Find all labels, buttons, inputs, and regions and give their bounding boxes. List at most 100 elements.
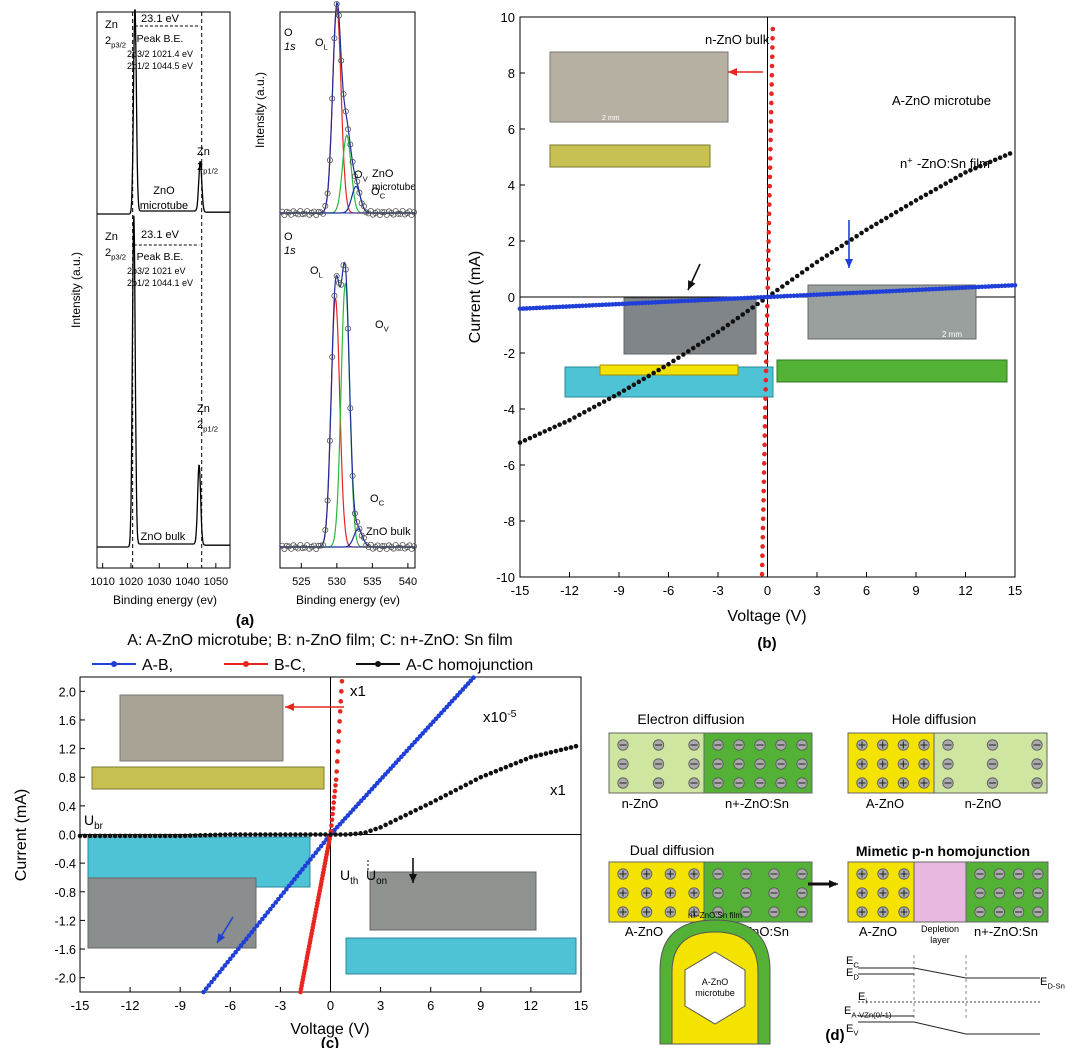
- b-nplus-point: [771, 294, 777, 299]
- b-azno-point: [651, 370, 656, 376]
- c-ab-point: [252, 926, 257, 932]
- c-label-x1-black: x1: [550, 782, 566, 799]
- c-ac-point: [87, 833, 93, 839]
- b-nzno-point: [769, 91, 774, 97]
- c-title: A: A-ZnO microtube; B: n-ZnO film; C: n+…: [127, 632, 512, 649]
- c-ab-point: [257, 920, 262, 925]
- zn-top-sample-1: ZnO: [153, 185, 175, 197]
- b-nplus-point: [785, 293, 790, 299]
- o1s-microtube-data-point: [340, 91, 347, 98]
- b-nzno-point: [766, 239, 771, 244]
- o1s-microtube-data-point: [347, 141, 354, 148]
- b-azno-point: [591, 404, 597, 410]
- b-nplus-point: [1002, 283, 1008, 289]
- b-azno-point: [601, 399, 607, 404]
- c-ac-point: [418, 805, 423, 811]
- o1s-xtick-label: 530: [328, 576, 346, 588]
- zn-xtick-label: 1040: [175, 576, 199, 588]
- b-nplus-point: [973, 284, 978, 290]
- b-azno-point: [532, 433, 538, 439]
- o1s-top-ol: OL: [315, 37, 329, 51]
- b-nplus-point: [524, 306, 529, 311]
- b-azno-point: [963, 170, 968, 175]
- c-ac-point: [137, 833, 143, 839]
- c-ab-point: [316, 847, 321, 852]
- c-ac-point: [458, 785, 464, 790]
- zn-bot-peak-2: 2p1/2 1044.1 eV: [127, 278, 193, 288]
- c-ab-point: [342, 816, 348, 821]
- c-ytick-label: -0.4: [54, 857, 76, 871]
- b-azno-point: [661, 364, 666, 370]
- c-ac-point: [348, 831, 353, 837]
- b-nplus-point: [827, 291, 833, 297]
- b-azno-point: [898, 206, 904, 212]
- b-nplus-point: [992, 283, 998, 289]
- b-inset-device-1: [549, 144, 711, 168]
- b-azno-point: [794, 273, 800, 279]
- c-ab-point: [345, 813, 351, 818]
- o1s-microtube-data-point: [326, 157, 333, 164]
- o1s-microtube-data-point: [345, 126, 352, 133]
- b-nplus-point: [887, 288, 892, 294]
- b-azno-point: [750, 305, 755, 310]
- c-ab-point: [217, 969, 222, 975]
- c-ab-point: [409, 742, 415, 748]
- o1s-top-sample-2: microtube: [372, 182, 416, 193]
- b-nplus-point: [950, 285, 955, 291]
- b-nplus-point: [798, 293, 803, 298]
- b-nzno-point: [770, 45, 775, 50]
- o1s-microtube-data-point: [342, 108, 349, 115]
- b-nplus-point: [719, 296, 724, 302]
- b-azno-point: [923, 192, 929, 198]
- c-ab-point: [340, 819, 345, 824]
- c-ytick-label: 0.0: [59, 829, 76, 843]
- b-nplus-point: [728, 296, 734, 302]
- b-nplus-point: [573, 303, 579, 309]
- d-label-ea: EA-VZn(0/-1): [844, 1005, 892, 1019]
- b-nzno-point: [760, 553, 765, 559]
- c-ab-point: [369, 786, 375, 792]
- c-xtick-label: 6: [427, 998, 434, 1013]
- b-nplus-point: [613, 301, 618, 307]
- b-azno-point: [562, 420, 567, 425]
- b-azno-point: [888, 212, 894, 218]
- b-azno-point: [646, 373, 651, 379]
- zn-bot-right-sub: 2p1/2: [197, 419, 218, 433]
- c-ab-point: [441, 707, 447, 713]
- b-azno-point: [829, 250, 835, 255]
- c-ab-point: [390, 763, 396, 768]
- c-ac-point: [107, 833, 113, 839]
- b-nplus-point: [801, 292, 807, 298]
- b-azno-point: [656, 367, 661, 373]
- c-ac-point: [498, 766, 504, 772]
- zn-top-peak-label: Peak B.E.: [137, 33, 184, 45]
- b-azno-point: [636, 379, 642, 385]
- b-nzno-point: [764, 322, 770, 328]
- b-azno-point: [715, 329, 721, 335]
- b-nplus-point: [669, 299, 675, 304]
- b-nzno-point: [760, 544, 765, 549]
- c-ab-point: [241, 939, 246, 945]
- b-nplus-point: [745, 295, 750, 301]
- b-nplus-point: [969, 284, 975, 290]
- b-azno-point: [631, 382, 637, 388]
- c-ac-point: [543, 751, 549, 756]
- b-nplus-point: [643, 300, 648, 306]
- b-nplus-point: [672, 299, 678, 304]
- b-azno-point: [626, 385, 632, 391]
- b-nplus-point: [646, 300, 651, 305]
- c-label-x1-red: x1: [350, 683, 366, 700]
- b-nplus-point: [547, 305, 552, 310]
- b-nplus-point: [752, 295, 757, 300]
- c-ac-point: [97, 833, 103, 839]
- o1s-bulk-data-point: [349, 472, 356, 479]
- b-nzno-point: [766, 211, 772, 217]
- b-nplus-point: [583, 303, 589, 308]
- c-legend-marker: [111, 661, 117, 667]
- b-nplus-point: [742, 295, 747, 301]
- b-nplus-point: [596, 302, 602, 308]
- c-ab-point: [222, 963, 228, 968]
- b-nzno-point: [764, 313, 770, 318]
- o1s-bulk-data-point: [356, 525, 363, 532]
- b-azno-point: [928, 189, 934, 195]
